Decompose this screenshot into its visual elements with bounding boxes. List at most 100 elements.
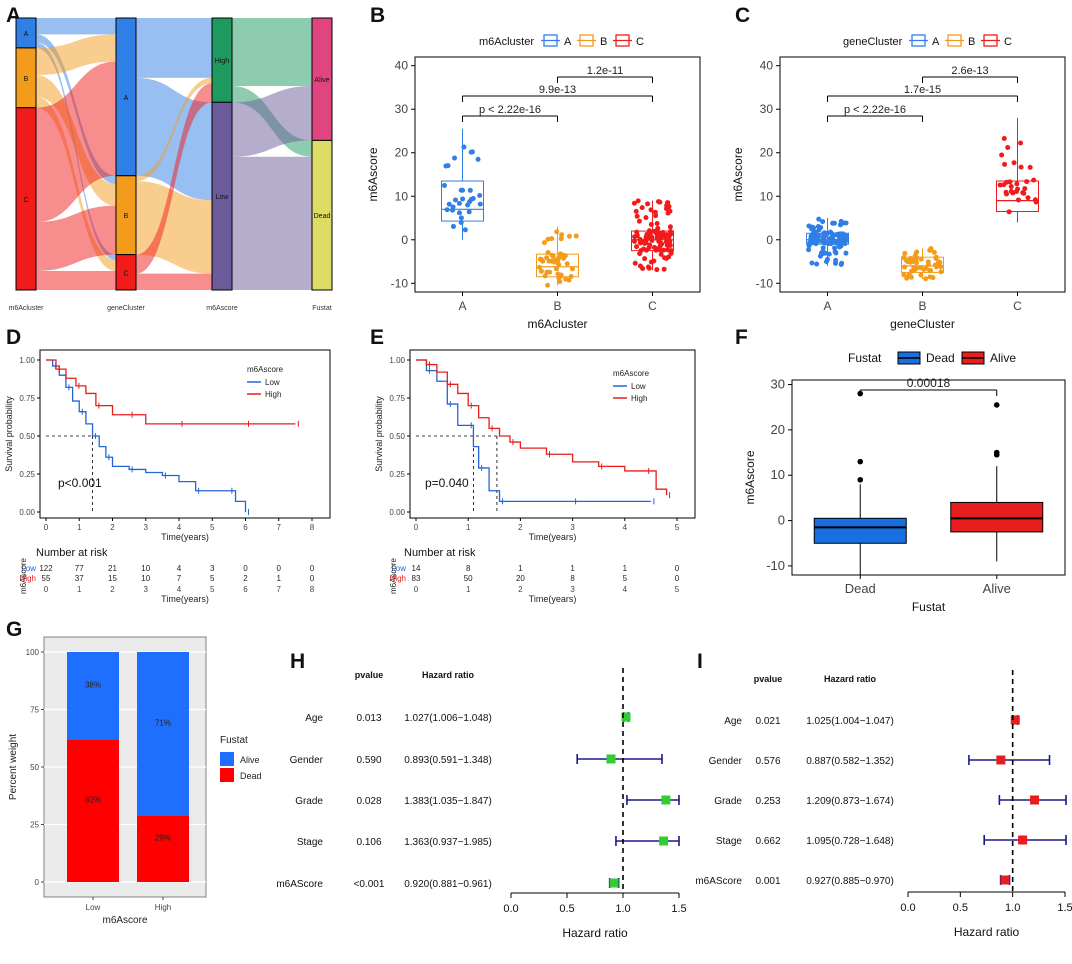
data-point xyxy=(569,266,575,272)
data-point xyxy=(913,257,919,263)
sankey-node-label: B xyxy=(24,76,29,83)
row-label: Gender xyxy=(709,756,743,767)
risk-count: 0 xyxy=(310,574,315,583)
sankey-node-c xyxy=(115,254,137,291)
data-point xyxy=(633,208,639,214)
x-tick-label: 3 xyxy=(144,523,149,532)
outlier-point xyxy=(857,476,864,483)
data-point xyxy=(643,234,649,240)
y-tick-label: 30 xyxy=(760,102,774,116)
panel-label-b: B xyxy=(370,4,385,27)
hazard-ratio-marker xyxy=(609,878,619,888)
sankey-flow xyxy=(36,205,116,271)
comparison-p-value: 1.7e-15 xyxy=(904,84,941,96)
legend-label: Alive xyxy=(240,755,260,765)
x-axis-title: Hazard ratio xyxy=(954,925,1020,939)
column-header: pvalue xyxy=(355,670,384,680)
sankey-flow xyxy=(232,86,312,157)
risk-row-label: High xyxy=(390,574,406,583)
data-point xyxy=(913,250,919,256)
y-tick-label: -10 xyxy=(756,276,774,290)
panel-label-i: I xyxy=(697,650,703,673)
risk-tick-label: 2 xyxy=(518,585,523,594)
comparison-p-value: p < 2.22e-16 xyxy=(844,104,906,116)
sankey-axis-label: m6Ascore xyxy=(206,305,238,312)
risk-tick-label: 4 xyxy=(177,585,182,594)
hazard-ratio-text: 0.887(0.582−1.352) xyxy=(806,756,894,767)
data-point xyxy=(639,205,645,211)
x-tick-label: A xyxy=(458,299,466,313)
row-label: Stage xyxy=(716,836,743,847)
data-point xyxy=(838,239,844,245)
data-point xyxy=(564,261,570,267)
data-point xyxy=(643,215,649,221)
data-point xyxy=(666,254,672,260)
risk-count: 1 xyxy=(570,564,575,573)
data-point xyxy=(814,261,820,267)
data-point xyxy=(809,260,815,266)
p-value: 0.021 xyxy=(755,716,780,727)
x-tick-label: Low xyxy=(86,903,101,912)
hazard-ratio-text: 0.920(0.881−0.961) xyxy=(404,879,492,890)
risk-tick-label: 7 xyxy=(277,585,282,594)
data-point xyxy=(538,256,544,262)
km-curve-high xyxy=(416,359,668,496)
data-point xyxy=(1024,179,1030,185)
data-point xyxy=(445,163,451,169)
outlier-point xyxy=(993,402,1000,408)
bar-segment-dead xyxy=(67,739,119,882)
boxplot-b: -10 0 10 20 30 40 A B Cp < 2.22e-16 9.9e-13 1.2e-1… xyxy=(366,34,701,331)
data-point xyxy=(997,182,1003,188)
hazard-ratio-marker xyxy=(661,795,671,805)
y-tick-label: 20 xyxy=(771,422,785,437)
x-tick-label: C xyxy=(648,299,657,313)
data-point xyxy=(809,224,815,230)
sankey-axis-label: geneCluster xyxy=(107,305,145,312)
risk-count: 10 xyxy=(141,574,150,583)
sankey-node-low xyxy=(211,101,233,291)
data-point xyxy=(537,264,543,270)
data-point xyxy=(661,255,667,261)
y-tick-label: 50 xyxy=(30,763,39,772)
row-label: Age xyxy=(724,716,742,727)
p-value: 0.013 xyxy=(356,713,381,724)
data-point xyxy=(1018,140,1024,146)
sankey-flow xyxy=(232,156,312,290)
data-point xyxy=(667,224,673,230)
legend-label: High xyxy=(265,390,281,399)
x-tick-label: 8 xyxy=(310,523,315,532)
row-label: m6AScore xyxy=(695,876,742,887)
panel-label-g: G xyxy=(6,618,22,641)
forest-plot-i: pvalue Hazard ratio Age 0.021 1.025(1.004−1.… xyxy=(695,670,1072,939)
data-point xyxy=(544,255,550,261)
p-value: 0.590 xyxy=(356,755,381,766)
x-axis-title: Fustat xyxy=(912,600,946,614)
data-point xyxy=(1003,189,1009,195)
legend-label: Dead xyxy=(926,351,955,365)
data-point xyxy=(634,244,640,250)
data-point xyxy=(477,193,483,199)
y-tick-label: 0.50 xyxy=(19,432,35,441)
data-point xyxy=(545,282,551,288)
column-header: Hazard ratio xyxy=(422,670,475,680)
data-point xyxy=(665,247,671,253)
data-point xyxy=(661,247,667,253)
risk-row-label: Low xyxy=(21,564,36,573)
data-point xyxy=(458,219,464,225)
data-point xyxy=(1027,164,1033,170)
box-dead xyxy=(813,517,907,544)
data-point xyxy=(934,264,940,270)
row-label: Gender xyxy=(290,755,324,766)
y-tick-label: 0.75 xyxy=(389,394,405,403)
hazard-ratio-text: 1.025(1.004−1.047) xyxy=(806,716,894,727)
bar-segment-dead xyxy=(137,815,189,882)
x-tick-label: 0 xyxy=(44,523,49,532)
data-point xyxy=(824,231,830,237)
data-point xyxy=(631,200,637,206)
risk-count: 2 xyxy=(243,574,248,583)
km-curve-high xyxy=(46,359,296,425)
data-point xyxy=(637,251,643,257)
data-point xyxy=(820,219,826,225)
data-point xyxy=(452,155,458,161)
hazard-ratio-marker xyxy=(659,836,669,846)
